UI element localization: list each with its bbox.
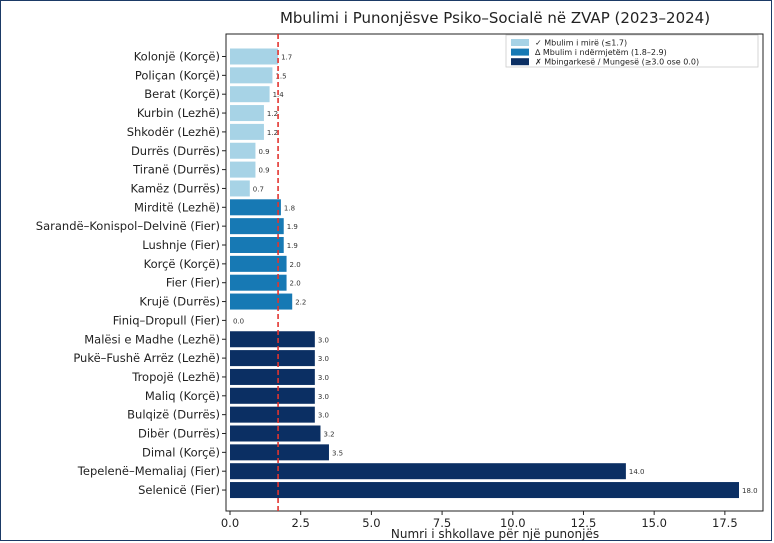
category-label: Poliçan (Korçë) [135,68,220,82]
category-label: Kurbin (Lezhë) [137,106,220,120]
legend-swatch [511,58,529,66]
value-label: 3.0 [318,336,329,344]
category-label: Selenicë (Fier) [138,483,220,497]
category-label: Kamëz (Durrës) [130,181,220,195]
value-label: 0.0 [233,317,244,325]
bar [230,331,315,348]
x-tick-label: 2.5 [292,516,310,530]
bar [230,199,281,216]
plot-area [225,33,764,512]
legend-label: ✓ Mbulim i mirë (≤1.7) [535,39,627,48]
legend: ✓ Mbulim i mirë (≤1.7)∆ Mbulim i ndërmje… [505,34,759,68]
bar [230,67,273,84]
category-label: Kolonjë (Korçë) [134,50,220,64]
legend-swatch [511,39,529,46]
category-label: Dibër (Durrës) [138,427,220,441]
category-label: Finiq–Dropull (Fier) [113,313,220,327]
category-label: Lushnje (Fier) [142,238,220,252]
value-label: 1.9 [287,242,298,250]
value-label: 1.4 [273,91,285,99]
value-label: 1.2 [267,110,278,118]
category-label: Pukë–Fushë Arrëz (Lezhë) [73,351,220,365]
bar [230,274,287,291]
bar [230,105,264,122]
legend-label: ✗ Mbingarkesë / Mungesë (≥3.0 ose 0.0) [535,58,699,67]
category-label: Dimal (Korçë) [142,445,220,459]
bar [230,86,270,103]
x-axis-label: Numri i shkollave për një punonjës [391,527,599,541]
bar [230,368,315,385]
category-label: Sarandë–Konispol–Delvinë (Fier) [36,219,220,233]
chart-title: Mbulimi i Punonjësve Psiko–Socialë në ZV… [280,9,710,27]
x-tick-label: 12.5 [571,516,597,530]
x-tick-label: 10.0 [500,516,526,530]
value-label: 0.7 [253,185,264,193]
value-label: 3.2 [323,431,334,439]
value-label: 3.0 [318,374,329,382]
bar [230,161,256,178]
category-label: Korçë (Korçë) [144,257,220,271]
value-label: 1.5 [275,72,286,80]
x-tick-label: 15.0 [641,516,667,530]
bar [230,482,739,499]
value-label: 0.9 [258,167,269,175]
legend-label: ∆ Mbulim i ndërmjetëm (1.8–2.9) [534,48,667,57]
value-label: 3.0 [318,355,329,363]
bar [230,425,321,442]
bar [230,350,315,367]
bar [230,293,293,310]
value-label: 2.0 [290,261,301,269]
category-label: Mirditë (Lezhë) [134,200,220,214]
x-tick-label: 7.5 [433,516,451,530]
bar [230,463,626,480]
bar [230,218,284,235]
bar [230,255,287,272]
category-label: Fier (Fier) [166,276,220,290]
value-label: 0.9 [258,148,269,156]
bar [230,180,250,197]
category-label: Malësi e Madhe (Lezhë) [84,332,220,346]
category-label: Maliq (Korçë) [145,389,220,403]
bar [230,406,315,423]
category-label: Tiranë (Durrës) [132,163,220,177]
value-label: 2.2 [295,299,306,307]
category-label: Shkodër (Lezhë) [127,125,220,139]
category-label: Krujë (Durrës) [139,295,220,309]
bar [230,387,315,404]
value-label: 14.0 [629,468,645,476]
x-tick-label: 0.0 [221,516,239,530]
value-label: 1.8 [284,204,295,212]
x-tick-label: 5.0 [362,516,380,530]
value-label: 18.0 [742,487,758,495]
x-tick-label: 17.5 [712,516,738,530]
bar [230,48,279,65]
value-label: 3.0 [318,412,329,420]
value-label: 2.0 [290,280,301,288]
bar [230,123,264,140]
value-label: 3.5 [332,449,343,457]
category-label: Tropojë (Lezhë) [131,370,220,384]
bar [230,444,329,461]
category-label: Berat (Korçë) [144,87,220,101]
value-label: 3.0 [318,393,329,401]
value-label: 1.9 [287,223,298,231]
bar [230,237,284,253]
category-label: Tepelenë–Memaliaj (Fier) [77,464,220,478]
value-label: 1.7 [281,54,292,62]
value-label: 1.2 [267,129,278,137]
legend-swatch [511,48,529,56]
bar [230,142,256,159]
category-label: Durrës (Durrës) [131,144,220,158]
category-label: Bulqizë (Durrës) [127,408,220,422]
